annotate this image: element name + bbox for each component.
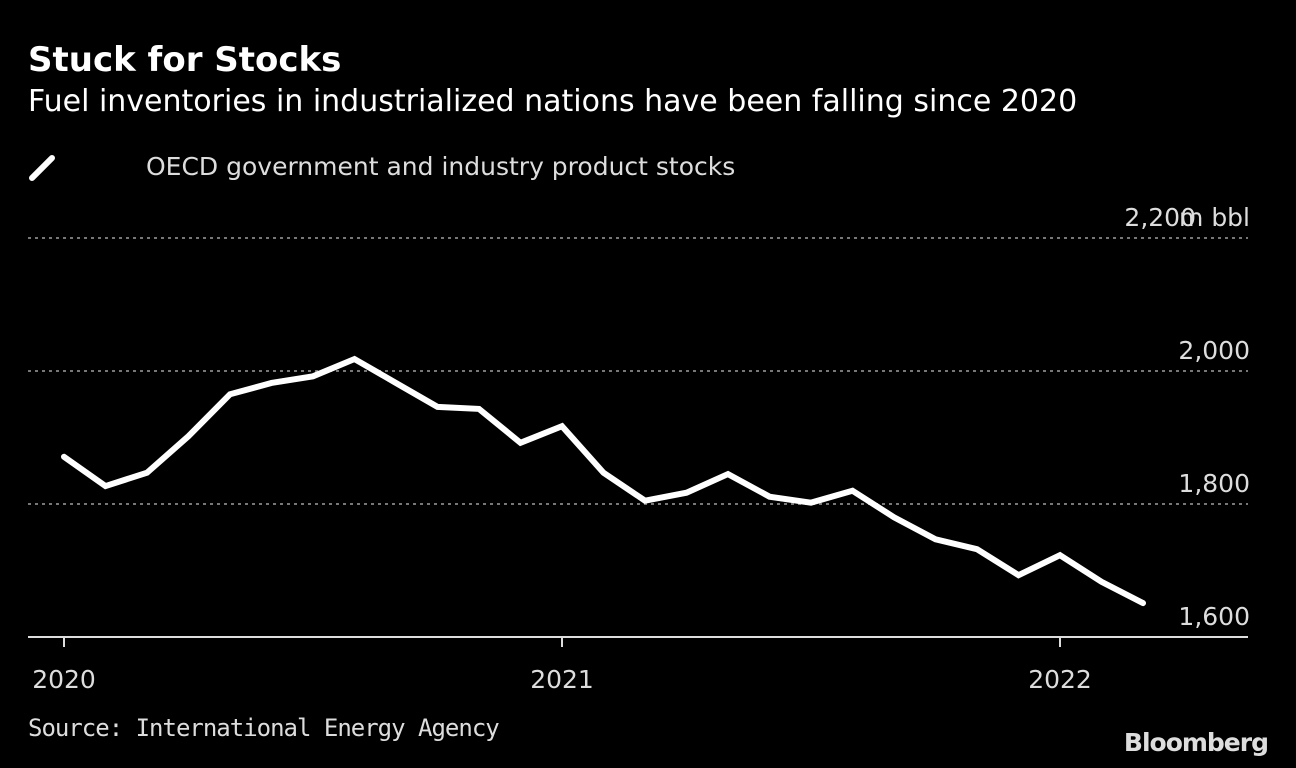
y-tick-label: 1,800 — [1178, 469, 1250, 498]
y-unit-label: m bbl — [1179, 203, 1250, 232]
chart-subtitle: Fuel inventories in industrialized natio… — [28, 84, 1078, 119]
bloomberg-logo: Bloomberg — [1123, 728, 1269, 757]
series-line-0 — [61, 355, 1146, 607]
source-note: Source: International Energy Agency — [28, 714, 500, 742]
legend-label: OECD government and industry product sto… — [146, 152, 736, 181]
x-tick-label: 2020 — [32, 665, 96, 694]
y-tick-label: 2,200 — [1124, 203, 1196, 232]
legend-line-icon — [29, 155, 55, 181]
chart-title: Stuck for Stocks — [28, 40, 342, 80]
y-tick-label: 2,000 — [1178, 336, 1250, 365]
x-tick-label: 2021 — [530, 665, 594, 694]
x-tick-label: 2022 — [1028, 665, 1092, 694]
y-tick-label: 1,600 — [1178, 602, 1250, 631]
legend: OECD government and industry product sto… — [28, 150, 735, 184]
